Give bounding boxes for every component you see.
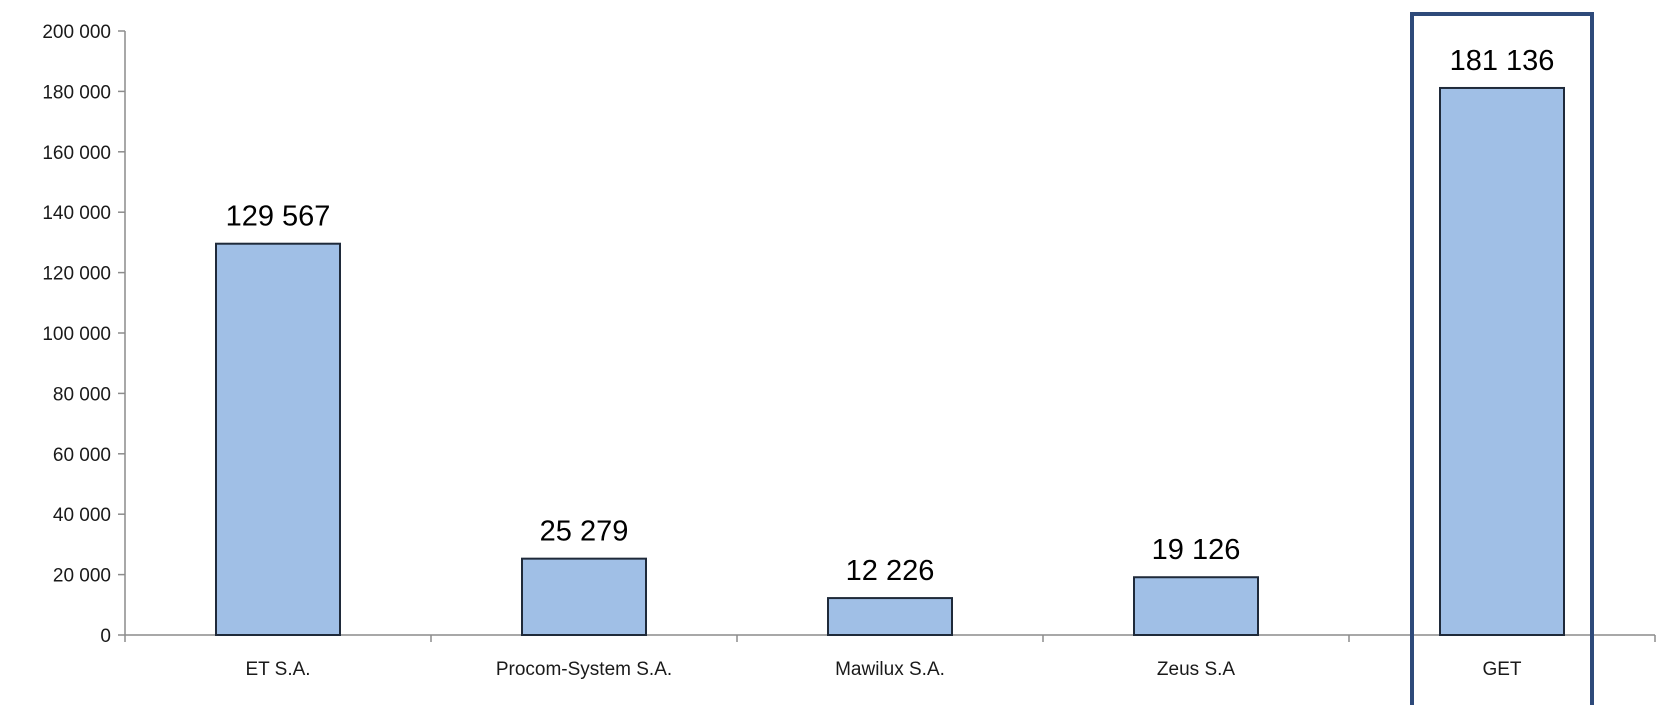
bars xyxy=(215,86,1565,637)
data-label: 19 126 xyxy=(1152,534,1241,566)
y-tick-label: 40 000 xyxy=(53,505,111,526)
highlight-frame-group xyxy=(1410,12,1594,705)
bar xyxy=(521,557,647,636)
y-tick-label: 200 000 xyxy=(42,22,111,43)
y-axis: 0 20 000 40 000 60 000 80 000 100 000 120 000 1… xyxy=(42,22,126,647)
y-tick-label: 80 000 xyxy=(53,384,111,405)
category-label: GET xyxy=(1482,659,1521,680)
y-tick-label: 180 000 xyxy=(42,82,111,103)
category-label: ET S.A. xyxy=(245,659,310,680)
y-tick-label: 140 000 xyxy=(42,203,111,224)
highlight-frame xyxy=(1410,12,1594,705)
y-tick-label: 60 000 xyxy=(53,445,111,466)
data-label: 12 226 xyxy=(846,555,935,587)
y-tick-label: 100 000 xyxy=(42,324,111,345)
bar xyxy=(827,597,953,636)
bar xyxy=(1439,86,1565,636)
x-axis xyxy=(124,634,1656,642)
category-labels: ET S.A. Procom-System S.A. Mawilux S.A. Zeu… xyxy=(245,659,1521,680)
bar xyxy=(1133,576,1259,637)
data-labels: 129 567 25 279 12 226 19 126 181 136 xyxy=(226,45,1555,587)
data-label: 25 279 xyxy=(540,516,629,548)
data-label: 181 136 xyxy=(1450,45,1555,77)
category-label: Procom-System S.A. xyxy=(496,659,672,680)
y-tick-label: 120 000 xyxy=(42,264,111,285)
y-tick-label: 20 000 xyxy=(53,566,111,587)
y-tick-label: 0 xyxy=(100,626,111,647)
y-tick-label: 160 000 xyxy=(42,143,111,164)
bar xyxy=(215,242,341,636)
data-label: 129 567 xyxy=(226,201,331,233)
category-label: Zeus S.A xyxy=(1157,659,1235,680)
category-label: Mawilux S.A. xyxy=(835,659,945,680)
